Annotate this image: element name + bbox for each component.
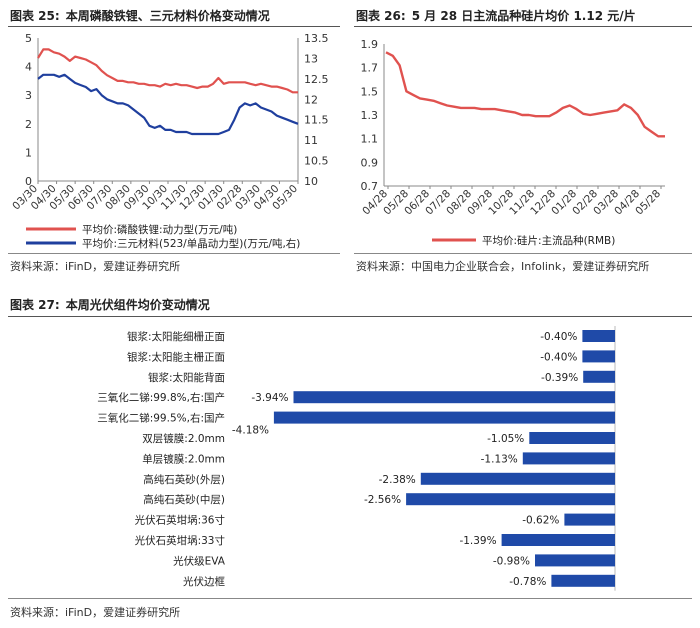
fig25-legend-label: 平均价:磷酸铁锂:动力型(万元/吨)	[82, 223, 237, 236]
fig25-legend-label: 平均价:三元材料(523/单晶动力型)(万元/吨,右)	[82, 237, 300, 250]
fig27-data-label: -0.40%	[540, 351, 577, 363]
figure-27-bottom-rule	[8, 598, 692, 599]
figure-26-top-rule	[354, 26, 692, 27]
fig27-category-label: 光伏石英坩埚:36寸	[135, 514, 225, 527]
fig27-category-label: 三氧化二锑:99.5%,右:国产	[97, 412, 225, 425]
fig25-y-right-tick-label: 12.5	[304, 73, 329, 86]
fig27-category-label: 高纯石英砂(中层)	[143, 493, 225, 506]
fig27-category-label: 光伏边框	[183, 575, 225, 588]
fig27-bar	[501, 534, 615, 546]
fig27-bar	[551, 574, 615, 587]
fig27-data-label: -2.56%	[364, 494, 401, 506]
fig25-y-right-tick-label: 10.5	[304, 155, 329, 168]
fig25-y-left-tick-label: 1	[25, 146, 32, 159]
fig27-category-label: 三氧化二锑:99.8%,右:国产	[97, 391, 225, 404]
fig26-legend-label: 平均价:硅片:主流品种(RMB)	[482, 234, 615, 247]
fig25-y-left-tick-label: 4	[25, 61, 32, 74]
fig27-plot: 银浆:太阳能细栅正面 -0.40% 银浆:太阳能主栅正面 -0.40% 银浆:太阳能背面…	[97, 326, 616, 591]
fig27-data-label: -1.13%	[481, 453, 518, 465]
fig25-y-right-tick-label: 13	[304, 52, 318, 65]
fig27-bar	[273, 411, 615, 424]
fig27-data-label: -0.78%	[509, 576, 546, 588]
figure-25-top-rule	[8, 26, 340, 27]
fig27-bar	[522, 452, 615, 465]
fig27-bar	[406, 493, 615, 506]
fig25-y-right-tick-label: 11.5	[304, 114, 329, 127]
fig25-y-right-tick-label: 12	[304, 93, 318, 106]
fig27-bar	[293, 391, 615, 404]
fig25-y-left-tick-label: 2	[25, 118, 32, 131]
figure-27-label: 图表 27:	[10, 298, 60, 312]
fig25-series-line-lfp	[37, 48, 298, 94]
figure-25-label: 图表 25:	[10, 9, 60, 23]
fig27-data-label: -4.18%	[232, 425, 269, 437]
fig25-y-left-tick-label: 0	[25, 175, 32, 188]
fig26-y-tick-label: 1.3	[361, 109, 379, 122]
figure-26-source: 资料来源：中国电力企业联合会，Infolink，爱建证券研究所	[356, 260, 650, 273]
fig27-data-label: -2.38%	[379, 474, 416, 486]
fig26-y-tick-label: 0.9	[361, 156, 379, 169]
fig25-series-line-ternary	[37, 73, 299, 136]
fig27-bar	[535, 554, 615, 567]
figure-27-source: 资料来源：iFinD，爱建证券研究所	[10, 606, 181, 619]
figure-25-bottom-rule	[8, 253, 340, 254]
fig26-y-tick-label: 0.7	[361, 180, 379, 193]
fig27-bar	[420, 472, 615, 485]
fig27-bar	[582, 330, 615, 342]
figure-27-title: 图表 27: 本周光伏组件均价变动情况	[10, 296, 210, 313]
fig25-y-right-tick-label: 13.5	[304, 32, 329, 45]
fig25-y-right-tick-label: 11	[304, 134, 318, 147]
fig25-y-left-tick-label: 3	[25, 89, 32, 102]
figure-26-label: 图表 26:	[356, 9, 406, 23]
figure-25-title: 图表 25: 本周磷酸铁锂、三元材料价格变动情况	[10, 7, 270, 24]
fig27-data-label: -0.39%	[541, 372, 578, 384]
fig26-y-tick-label: 1.9	[361, 38, 379, 51]
fig27-category-label: 双层镀膜:2.0mm	[142, 432, 225, 445]
fig25-plot: 0123451010.51111.51212.51313.503/3004/30…	[10, 32, 328, 250]
fig27-bar	[583, 370, 615, 383]
fig27-category-label: 高纯石英砂(外层)	[143, 473, 225, 486]
fig27-bar	[582, 350, 615, 363]
fig27-category-label: 单层镀膜:2.0mm	[142, 452, 225, 465]
fig25-y-right-tick-label: 10	[304, 175, 318, 188]
figure-26-bottom-rule	[354, 253, 692, 254]
fig26-y-tick-label: 1.1	[361, 133, 379, 146]
fig25-y-left-tick-label: 5	[25, 32, 32, 45]
figure-26-title-text: 5 月 28 日主流品种硅片均价 1.12 元/片	[411, 9, 636, 23]
fig27-category-label: 银浆:太阳能背面	[148, 371, 225, 384]
fig27-data-label: -0.62%	[522, 515, 559, 527]
fig27-data-label: -3.94%	[251, 392, 288, 404]
figure-26-title: 图表 26: 5 月 28 日主流品种硅片均价 1.12 元/片	[356, 7, 636, 24]
figure-27-top-rule	[8, 316, 692, 317]
fig27-category-label: 银浆:太阳能主栅正面	[127, 350, 225, 363]
fig27-category-label: 光伏级EVA	[173, 554, 226, 567]
fig27-data-label: -1.05%	[487, 433, 524, 445]
fig27-category-label: 光伏石英坩埚:33寸	[135, 534, 225, 547]
figure-25-title-text: 本周磷酸铁锂、三元材料价格变动情况	[65, 9, 270, 23]
fig27-bar	[564, 513, 615, 526]
fig27-bar	[529, 432, 615, 444]
fig26-y-tick-label: 1.7	[361, 62, 379, 75]
fig26-series-line	[385, 51, 665, 138]
fig26-plot: 0.70.91.11.31.51.71.904/2805/2806/2807/2…	[360, 38, 665, 247]
fig27-data-label: -1.39%	[459, 535, 496, 547]
figure-27-title-text: 本周光伏组件均价变动情况	[65, 298, 210, 312]
fig27-data-label: -0.40%	[540, 331, 577, 343]
fig27-data-label: -0.98%	[493, 555, 530, 567]
fig27-category-label: 银浆:太阳能细栅正面	[127, 330, 225, 343]
figure-25-source: 资料来源：iFinD，爱建证券研究所	[10, 260, 181, 273]
fig26-y-tick-label: 1.5	[361, 85, 379, 98]
